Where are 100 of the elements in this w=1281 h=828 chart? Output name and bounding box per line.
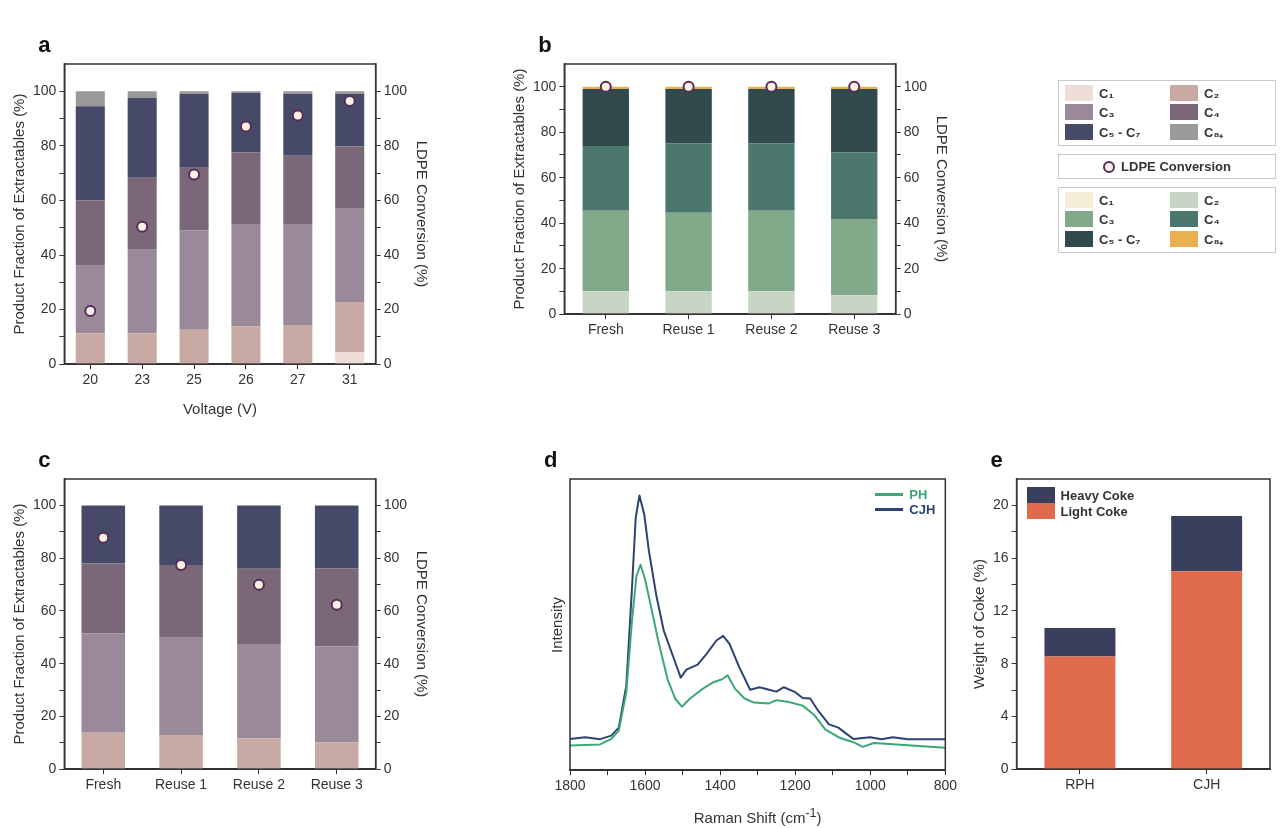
bar [127, 333, 157, 364]
x-tick-label: Reuse 1 [662, 321, 715, 338]
y-tick-label: 40 [540, 214, 557, 231]
y-tick-label: 20 [992, 496, 1009, 513]
bar [335, 352, 365, 364]
bar [582, 291, 629, 314]
point [330, 598, 343, 611]
chart-title: e [990, 447, 1003, 473]
y-tick-label: 8 [1000, 654, 1009, 671]
bar [335, 94, 365, 147]
bar [283, 224, 313, 325]
bar [127, 177, 157, 250]
bar [81, 633, 126, 733]
x-axis-title: Raman Shift (cm$^{-1}$) [693, 806, 822, 826]
bar [748, 210, 795, 292]
y2-tick-label: 80 [383, 136, 400, 153]
bar [748, 291, 795, 314]
bar [335, 91, 365, 95]
bar [159, 565, 203, 638]
y-tick-label: 60 [540, 168, 557, 185]
y-tick-label: 100 [533, 77, 557, 94]
y2-axis-title: LDPE Conversion (%) [933, 115, 951, 263]
y2-tick-label: 20 [383, 707, 400, 724]
y-tick-label: 40 [40, 245, 57, 262]
bar [1171, 571, 1243, 769]
bar [179, 329, 209, 364]
legend-label: C₃ [1099, 211, 1115, 227]
y-tick-label: 16 [992, 549, 1009, 565]
y-axis-title: Weight of Coke (%) [969, 559, 987, 689]
bar [1044, 656, 1116, 769]
bar [1171, 515, 1243, 572]
bar [748, 89, 795, 144]
x-tick-label: Fresh [85, 776, 122, 793]
bar [283, 155, 313, 225]
y2-tick-label: 40 [903, 214, 920, 231]
x-tick-label: Reuse 2 [232, 776, 286, 793]
y2-tick-label: 80 [903, 123, 920, 140]
y2-tick-label: 60 [903, 168, 920, 185]
chart-title: a [38, 32, 51, 58]
bar [231, 92, 261, 153]
bar [665, 143, 712, 213]
y-tick-label: 4 [1000, 707, 1009, 724]
bar [75, 106, 105, 201]
chart-title: b [538, 32, 552, 58]
x-axis-title: Voltage (V) [182, 400, 258, 417]
x-tick-label: Reuse 2 [745, 321, 798, 338]
y-tick-label: 0 [48, 760, 57, 777]
point [239, 120, 252, 133]
legend-label: C₃ [1099, 104, 1115, 120]
y-tick-label: 80 [40, 549, 57, 565]
bar [582, 89, 629, 147]
bar [335, 146, 365, 209]
bar [231, 326, 261, 364]
bar [75, 91, 105, 107]
y-tick-label: 100 [33, 82, 57, 99]
y-tick-label: 40 [40, 654, 57, 671]
y2-axis-title: LDPE Conversion (%) [413, 550, 431, 698]
bar [748, 143, 795, 211]
y2-tick-label: 60 [383, 191, 400, 208]
y2-tick-label: 20 [383, 300, 400, 317]
y-tick-label: 80 [40, 136, 57, 153]
x-tick-label: Reuse 3 [828, 321, 881, 338]
y2-tick-label: 0 [383, 760, 392, 777]
legend-label: Light Coke [1060, 503, 1128, 519]
bar [335, 208, 365, 302]
bar [81, 563, 126, 634]
y2-tick-label: 60 [383, 601, 400, 618]
y-tick-label: 0 [48, 355, 57, 372]
legend-label: C₅ - C₇ [1099, 231, 1141, 247]
x-tick-label: Fresh [587, 321, 624, 338]
y-axis-title: Product Fraction of Extractables (%) [9, 503, 27, 745]
bar [179, 94, 209, 168]
x-tick-label: 1200 [779, 777, 811, 794]
x-tick-label: 1400 [704, 777, 736, 794]
x-tick-label: CJH [1193, 776, 1221, 793]
bar [127, 91, 157, 99]
bar [831, 152, 878, 220]
x-tick-label: RPH [1065, 776, 1095, 793]
bar [231, 152, 261, 225]
point [291, 109, 304, 122]
x-tick-label: 27 [290, 371, 306, 388]
bar [179, 167, 209, 231]
x-tick-label: Reuse 1 [155, 776, 208, 793]
bar [159, 505, 203, 566]
bar [665, 212, 712, 292]
x-tick-label: 26 [238, 371, 254, 388]
bar [179, 91, 209, 95]
point [136, 220, 149, 233]
y-axis-title: Intensity [547, 596, 565, 653]
x-tick-label: 800 [933, 777, 958, 794]
legend-label: C₈₊ [1204, 231, 1224, 248]
y2-tick-label: 0 [383, 355, 392, 372]
y2-tick-label: 80 [383, 549, 400, 565]
bar [81, 732, 126, 769]
y2-axis-title: LDPE Conversion (%) [413, 140, 431, 288]
x-tick-label: 23 [134, 371, 151, 388]
bar [665, 291, 712, 314]
bar [75, 265, 105, 334]
bar [314, 568, 359, 647]
bar [314, 742, 359, 769]
